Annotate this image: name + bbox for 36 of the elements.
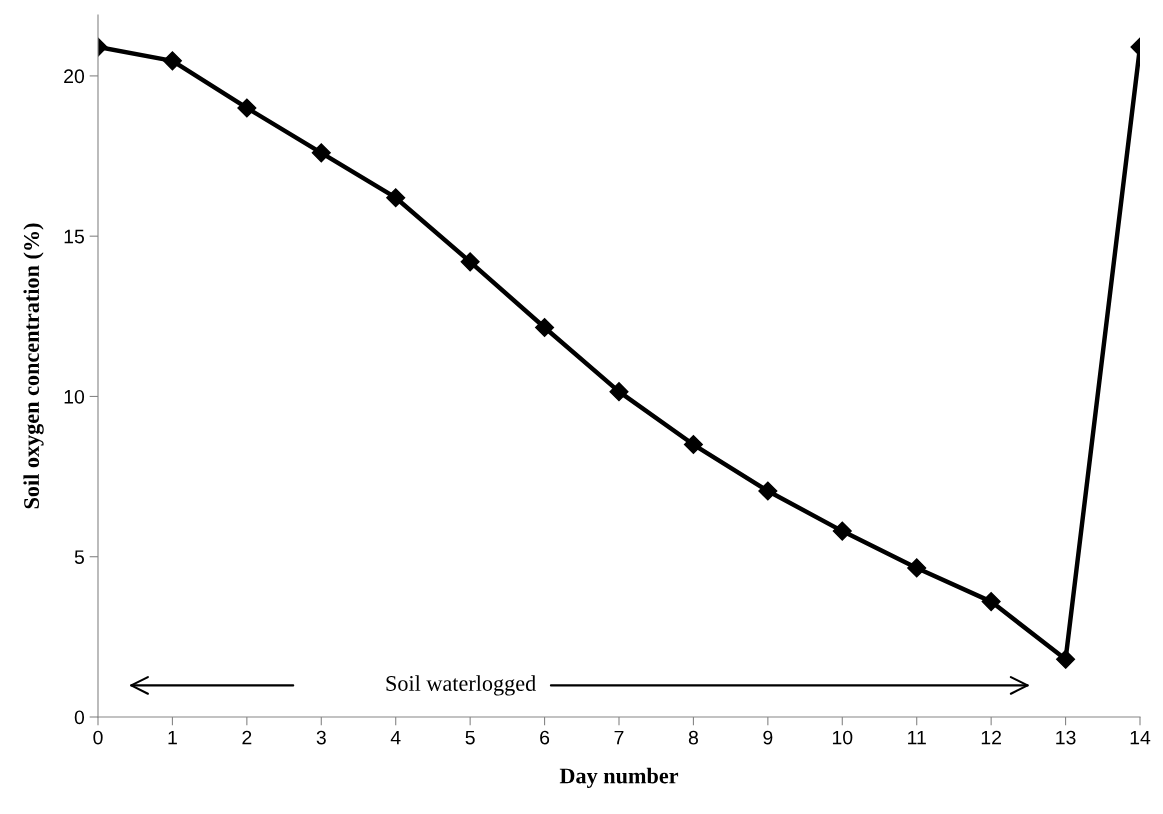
y-tick-label: 10 xyxy=(64,389,85,404)
x-tick-label: 9 xyxy=(763,730,773,745)
x-tick-label: 12 xyxy=(981,730,1001,745)
x-tick-label: 4 xyxy=(390,730,401,745)
x-tick-label: 10 xyxy=(832,730,853,745)
point xyxy=(386,188,406,208)
point xyxy=(535,318,555,338)
x-axis-title: Day number xyxy=(559,767,679,788)
point xyxy=(1056,649,1076,669)
x-tick-label: 11 xyxy=(908,730,926,745)
x-tick-label: 2 xyxy=(242,730,252,745)
x-tick-label: 0 xyxy=(93,730,103,745)
x-tick-label: 14 xyxy=(1130,730,1151,745)
x-tick-label: 7 xyxy=(614,730,624,745)
point xyxy=(460,252,480,272)
point xyxy=(907,558,927,578)
point xyxy=(609,382,629,402)
point xyxy=(237,98,257,118)
x-tick-label: 6 xyxy=(540,730,550,745)
point xyxy=(758,481,778,501)
x-tick-label: 3 xyxy=(316,730,326,745)
y-tick-label: 0 xyxy=(74,710,85,725)
y-tick-label: 5 xyxy=(74,550,84,564)
point xyxy=(162,51,182,71)
y-axis-title: Soil oxygen concentration (%) xyxy=(23,223,44,509)
point xyxy=(832,521,852,541)
x-tick-label: 5 xyxy=(465,730,475,745)
x-tick-label: 13 xyxy=(1056,730,1076,745)
point xyxy=(981,592,1001,612)
annotation: Soil waterlogged xyxy=(386,675,536,696)
point xyxy=(683,435,703,455)
x-tick-label: 1 xyxy=(168,730,177,745)
y-tick-label: 15 xyxy=(64,229,84,244)
x-tick-label: 8 xyxy=(688,730,698,745)
point xyxy=(311,143,331,163)
y-tick-label: 20 xyxy=(64,69,85,84)
